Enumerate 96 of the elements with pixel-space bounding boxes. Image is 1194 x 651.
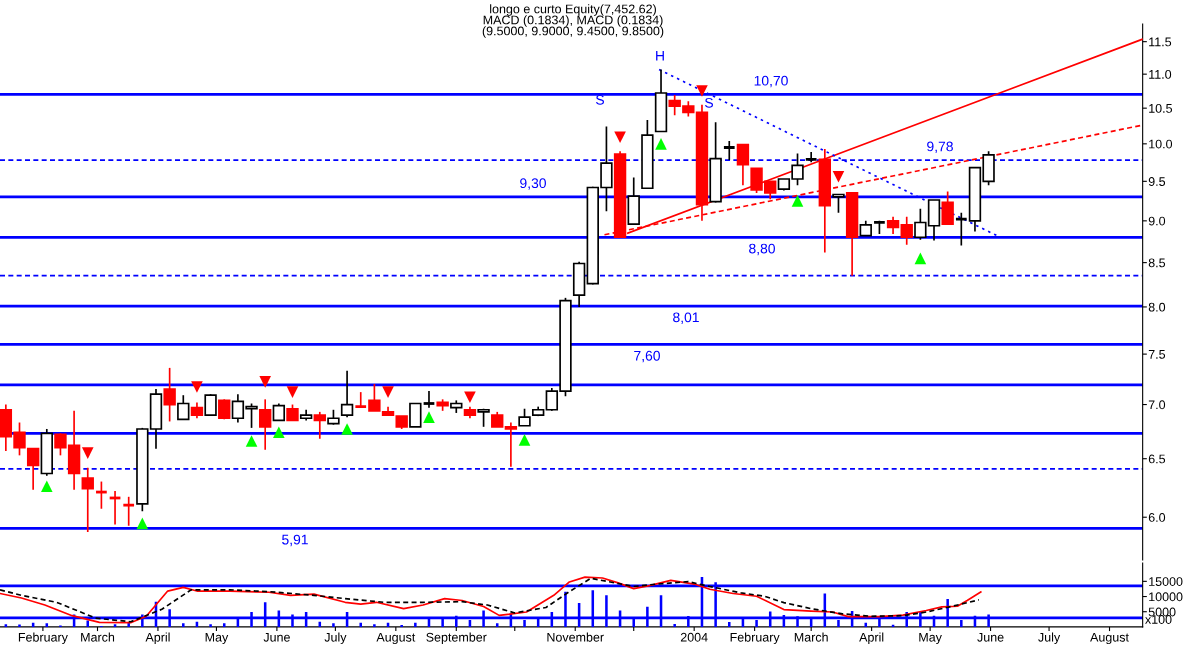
point <box>655 138 667 150</box>
x-tick-label: May <box>205 632 229 645</box>
ref-line-label: 8,01 <box>673 312 699 324</box>
text: longo e curto Equity(7,452.62) <box>490 4 656 16</box>
annotation: H <box>656 51 664 61</box>
y-tick-label: 11.0 <box>1149 69 1172 79</box>
bar <box>332 623 335 627</box>
x-tick-label: April <box>145 632 170 645</box>
candlestick <box>26 447 40 491</box>
ref-line-label: 9,30 <box>520 178 546 190</box>
point <box>696 85 708 97</box>
x-tick-label: March <box>794 632 828 642</box>
y-tick-label: 8.0 <box>1148 302 1166 312</box>
point <box>273 426 285 439</box>
point <box>614 131 626 144</box>
ref-line-label: 10,70 <box>754 75 788 88</box>
bar <box>414 622 417 627</box>
y-tick-label: 7.5 <box>1148 350 1166 359</box>
ref-line-label: 5,91 <box>282 534 308 547</box>
point <box>40 480 53 493</box>
point <box>791 195 804 207</box>
x-tick-label: June <box>263 632 290 642</box>
candlestick <box>313 411 326 440</box>
candlestick <box>163 367 176 423</box>
y-tick-label: 6.0 <box>1148 513 1166 522</box>
x-tick-label: August <box>1090 632 1129 645</box>
x-tick-label: May <box>919 632 942 645</box>
y-tick-label: 10000 <box>1149 592 1183 602</box>
candlestick <box>900 215 913 246</box>
y-tick-label: 10.5 <box>1149 103 1173 113</box>
y-tick-label: 9.5 <box>1148 177 1166 186</box>
candlestick <box>736 143 750 187</box>
candlestick <box>340 370 354 419</box>
candlestick <box>177 394 190 421</box>
point <box>423 411 435 423</box>
candlestick <box>81 466 94 533</box>
bar <box>222 623 226 627</box>
x-tick-label: February <box>18 632 68 645</box>
annotation: MACD (0.1834), MACD (0.1834) <box>483 15 663 27</box>
annotation: (9.5000, 9.9000, 9.4500, 9.8500) <box>482 26 664 38</box>
candlestick <box>204 393 217 416</box>
x-tick-label: 2004 <box>680 632 708 642</box>
point <box>81 447 94 459</box>
y-tick-label: 10.0 <box>1149 139 1173 149</box>
y-tick-label: 6.5 <box>1148 454 1166 464</box>
annotation: S <box>705 97 713 108</box>
point <box>136 517 149 530</box>
bar <box>127 622 130 627</box>
point <box>518 434 531 446</box>
y-tick-label: 5000 <box>1148 607 1176 617</box>
point <box>286 386 299 398</box>
x-tick-label: February <box>730 632 780 645</box>
candlestick <box>422 390 436 409</box>
x-tick-label: April <box>859 632 884 645</box>
x-tick-label: March <box>81 632 115 642</box>
candlestick <box>121 495 136 527</box>
x-tick-label: September <box>426 632 487 645</box>
candlestick <box>504 421 518 468</box>
point <box>341 423 353 435</box>
ref-line-label: 7,60 <box>634 350 660 363</box>
y-tick-label: 15000 <box>1149 577 1183 586</box>
x-tick-label: July <box>324 632 347 645</box>
candlestick <box>409 402 422 428</box>
annotation: S <box>596 94 604 105</box>
candlestick <box>258 398 272 451</box>
y-tick-label: 7.0 <box>1148 400 1166 410</box>
point <box>832 170 845 183</box>
x-tick-label: August <box>376 632 416 645</box>
bar <box>18 624 21 627</box>
x-tick-label: July <box>1038 632 1061 645</box>
bar <box>359 622 362 627</box>
text: x100 <box>1145 615 1172 624</box>
point <box>245 435 258 447</box>
point <box>464 391 476 404</box>
bar <box>86 620 90 627</box>
ref-line-label: 9,78 <box>927 141 953 153</box>
point <box>914 252 927 265</box>
y-tick-label: 8.5 <box>1148 258 1166 268</box>
point <box>259 376 271 388</box>
candlestick <box>353 391 368 409</box>
bar <box>209 624 212 627</box>
point <box>191 381 203 393</box>
candlestick <box>941 190 954 225</box>
candlestick <box>832 193 845 214</box>
x-tick-label: June <box>977 632 1004 642</box>
bar <box>673 623 676 627</box>
y-tick-label: 9.0 <box>1148 216 1166 226</box>
y-tick-label: 11.5 <box>1149 37 1172 47</box>
bar <box>373 624 376 627</box>
point <box>382 386 394 398</box>
x-tick-label: November <box>547 632 604 642</box>
ref-line-label: 8,80 <box>749 243 775 256</box>
candlestick <box>722 140 737 161</box>
bar <box>728 622 731 627</box>
candlestick <box>954 211 969 247</box>
bar <box>182 623 185 627</box>
